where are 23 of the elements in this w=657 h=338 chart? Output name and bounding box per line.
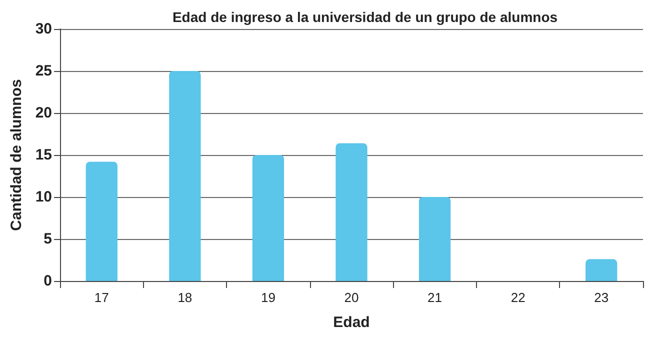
x-tick-label: 23 (594, 290, 609, 305)
y-tick-label: 10 (35, 188, 52, 206)
chart-title: Edad de ingreso a la universidad de un grupo de alumnos (172, 9, 558, 25)
bar (586, 259, 618, 281)
x-axis-title: Edad (333, 314, 370, 331)
bar (418, 197, 451, 281)
x-tick-label: 18 (178, 290, 192, 305)
y-tick-label: 20 (35, 104, 52, 122)
y-tick-label: 30 (35, 20, 52, 38)
y-tick-label: 25 (35, 62, 52, 80)
x-tick-label: 22 (510, 290, 526, 305)
x-tick-label: 20 (344, 290, 359, 305)
x-tick-label: 17 (94, 290, 109, 305)
y-tick-label: 15 (35, 146, 52, 164)
bar (336, 143, 368, 281)
bar (252, 155, 284, 281)
bar (169, 71, 201, 281)
x-tick-label: 19 (260, 290, 276, 305)
y-tick-label: 5 (44, 230, 52, 248)
x-tick-label: 21 (428, 290, 442, 305)
y-tick-label: 0 (44, 272, 52, 290)
bar (86, 162, 118, 281)
y-axis-title: Cantidad de alumnos (8, 79, 25, 231)
